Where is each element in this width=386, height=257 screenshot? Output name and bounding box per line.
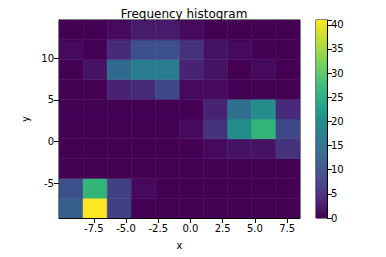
- svg-text:2.5: 2.5: [215, 223, 231, 234]
- svg-text:25: 25: [331, 92, 344, 103]
- svg-text:-5.0: -5.0: [116, 223, 136, 234]
- svg-text:35: 35: [331, 43, 344, 54]
- svg-text:40: 40: [331, 19, 344, 30]
- svg-text:7.5: 7.5: [279, 223, 295, 234]
- svg-text:10: 10: [331, 164, 344, 175]
- svg-text:5.0: 5.0: [247, 223, 263, 234]
- svg-text:x: x: [177, 240, 183, 251]
- svg-text:-2.5: -2.5: [148, 223, 168, 234]
- svg-text:20: 20: [331, 116, 344, 127]
- svg-text:10: 10: [41, 53, 54, 64]
- svg-text:15: 15: [331, 140, 344, 151]
- svg-text:-5: -5: [44, 178, 54, 189]
- svg-text:-7.5: -7.5: [84, 223, 104, 234]
- svg-text:0: 0: [331, 213, 337, 224]
- svg-text:5: 5: [331, 188, 337, 199]
- svg-text:30: 30: [331, 68, 344, 79]
- svg-text:y: y: [20, 116, 31, 122]
- svg-text:0: 0: [48, 136, 54, 147]
- svg-text:0.0: 0.0: [183, 223, 199, 234]
- svg-text:Frequency histogram: Frequency histogram: [121, 7, 248, 21]
- svg-text:5: 5: [48, 94, 54, 105]
